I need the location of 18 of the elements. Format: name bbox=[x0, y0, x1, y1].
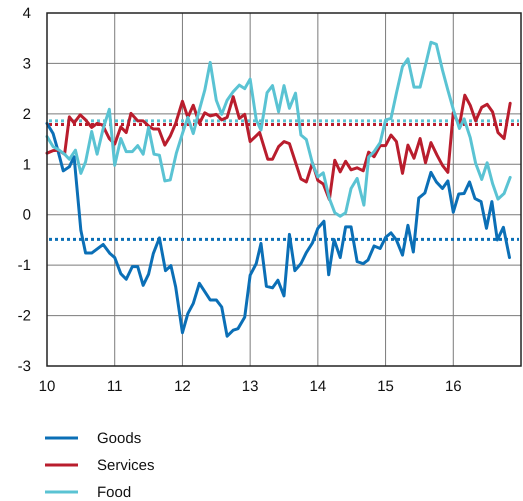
y-tick-label: 2 bbox=[22, 106, 31, 123]
x-tick-label: 14 bbox=[310, 378, 326, 395]
y-tick-label: 1 bbox=[22, 156, 31, 174]
legend-label: Goods bbox=[97, 430, 142, 447]
legend-label: Food bbox=[97, 484, 132, 501]
y-tick-label: 3 bbox=[22, 55, 31, 72]
y-tick-label: 4 bbox=[22, 5, 31, 22]
x-tick-label: 13 bbox=[242, 378, 258, 395]
x-tick-label: 11 bbox=[106, 378, 123, 395]
y-tick-label: 0 bbox=[22, 206, 31, 224]
x-tick-label: 15 bbox=[377, 378, 394, 395]
x-tick-label: 16 bbox=[444, 378, 462, 395]
x-tick-label: 12 bbox=[174, 378, 191, 395]
y-tick-label: -1 bbox=[18, 257, 31, 274]
y-tick-label: -3 bbox=[18, 358, 31, 375]
legend-label: Services bbox=[97, 457, 155, 474]
y-tick-label: -2 bbox=[18, 308, 31, 325]
x-tick-label: 10 bbox=[38, 378, 56, 395]
